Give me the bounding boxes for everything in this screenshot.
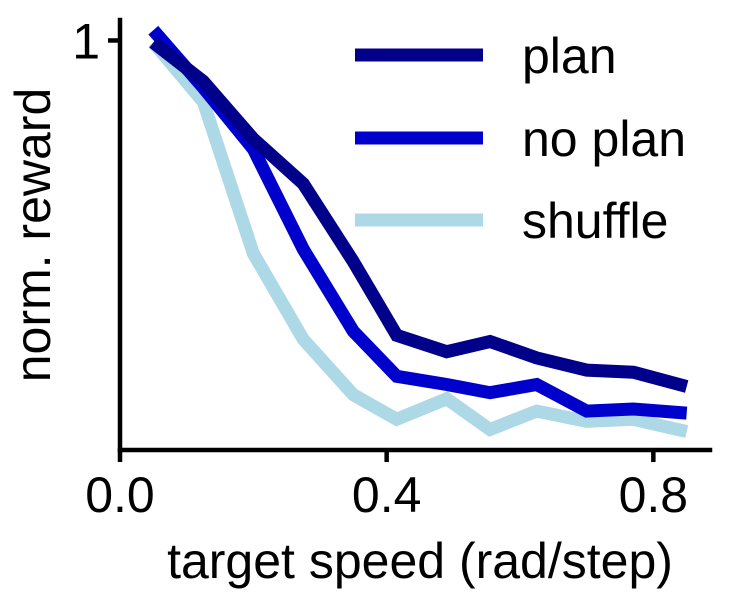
series-line-shuffle [148, 38, 689, 438]
x-axis-label: target speed (rad/step) [167, 533, 673, 589]
series-line-plan [149, 37, 689, 393]
y-axis-label: norm. reward [5, 88, 61, 383]
x-tick-label: 0.4 [352, 467, 422, 523]
legend-label: shuffle [522, 193, 668, 249]
legend-label: plan [522, 28, 617, 84]
y-tick-label: 1 [72, 13, 100, 69]
legend-label: no plan [522, 111, 686, 167]
x-tick-label: 0.0 [85, 467, 155, 523]
axes [117, 17, 713, 453]
ticks: 0.0 0.4 0.8 1 [72, 13, 688, 523]
series-layer [148, 25, 689, 438]
x-tick-label: 0.8 [619, 467, 689, 523]
legend: plan no plan shuffle [355, 28, 686, 249]
